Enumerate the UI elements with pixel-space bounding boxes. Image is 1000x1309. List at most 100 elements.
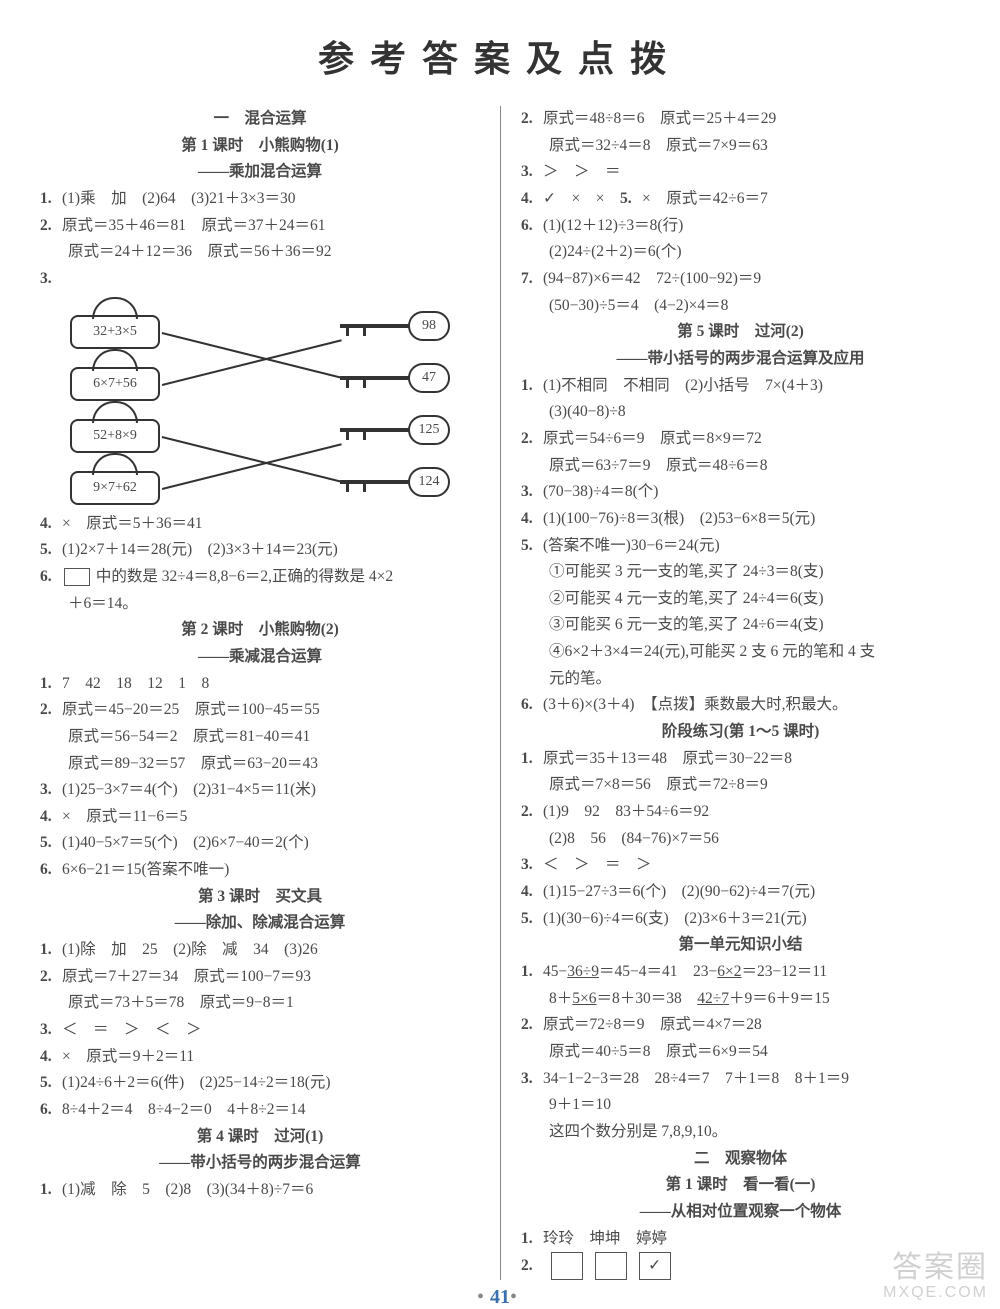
answer-line: (50−30)÷5＝4 (4−2)×4＝8 (521, 293, 960, 320)
lock-label: 32+3×5 (93, 324, 137, 339)
answer-line: (3)(40−8)÷8 (521, 399, 960, 426)
text: ＜ ＝ ＞ ＜ ＞ (62, 1021, 202, 1038)
answer-line: 5.(1)40−5×7＝5(个) (2)6×7−40＝2(个) (40, 830, 480, 857)
text: 原式＝35＋13＝48 原式＝30−22＝8 (543, 750, 792, 767)
left-column: 一 混合运算 第 1 课时 小熊购物(1) ——乘加混合运算 1.(1)乘 加 … (40, 106, 500, 1280)
text: (1)15−27÷3＝6(个) (2)(90−62)÷4＝7(元) (543, 883, 815, 900)
text: ＞ ＞ ＝ (543, 163, 621, 180)
text: 原式＝35＋46＝81 原式＝37＋24＝61 (62, 217, 326, 234)
key: 98 (340, 311, 450, 341)
text: ＝8＋30＝38 (597, 990, 698, 1007)
unit-heading: 一 混合运算 (40, 106, 480, 133)
page-number: •41• (40, 1286, 960, 1309)
text: (3＋6)×(3＋4) 【点拨】乘数最大时,积最大。 (543, 696, 848, 713)
key-teeth-icon (346, 328, 366, 336)
text: (1)40−5×7＝5(个) (2)6×7−40＝2(个) (62, 834, 309, 851)
answer-line: 4.(1)(100−76)÷8＝3(根) (2)53−6×8＝5(元) (521, 506, 960, 533)
text: × 原式＝9＋2＝11 (62, 1048, 194, 1065)
lesson-heading: 第 2 课时 小熊购物(2) (40, 617, 480, 644)
underlined: 6×2 (717, 963, 741, 980)
underlined: 42÷7 (697, 990, 729, 1007)
unit-heading: 二 观察物体 (521, 1146, 960, 1173)
text: 中的数是 32÷4＝8,8−6＝2,正确的得数是 4×2 (92, 568, 393, 585)
text: × 原式＝5＋36＝41 (62, 515, 203, 532)
text: (1)不相同 不相同 (2)小括号 7×(4＋3) (543, 377, 823, 394)
text: ＋9＝6＋9＝15 (729, 990, 830, 1007)
lock-label: 9×7+62 (93, 480, 137, 495)
match-line (162, 436, 342, 482)
answer-line: 6.(1)(12＋12)÷3＝8(行) (521, 213, 960, 240)
answer-line: 原式＝56−54＝2 原式＝81−40＝41 (40, 724, 480, 751)
lock-label: 52+8×9 (93, 428, 137, 443)
text: (70−38)÷4＝8(个) (543, 483, 658, 500)
match-line (162, 339, 342, 385)
answer-line: 原式＝7×8＝56 原式＝72÷8＝9 (521, 772, 960, 799)
answer-line: 1.45−36÷9＝45−4＝41 23−6×2＝23−12＝11 (521, 959, 960, 986)
answer-line: 3.(1)25−3×7＝4(个) (2)31−4×5＝11(米) (40, 777, 480, 804)
checkbox-empty (551, 1252, 583, 1280)
answer-line: 1.原式＝35＋13＝48 原式＝30−22＝8 (521, 746, 960, 773)
lock: 9×7+62 (70, 471, 160, 505)
key: 47 (340, 363, 450, 393)
watermark-line2: MXQE.COM (883, 1284, 988, 1302)
answer-line: 5.(1)24÷6＋2＝6(件) (2)25−14÷2＝18(元) (40, 1070, 480, 1097)
answer-line: 原式＝24＋12＝36 原式＝56＋36＝92 (40, 239, 480, 266)
answer-line: ＋6＝14。 (40, 591, 480, 618)
right-column: 2.原式＝48÷8＝6 原式＝25＋4＝29 原式＝32÷4＝8 原式＝7×9＝… (500, 106, 960, 1280)
lock: 32+3×5 (70, 315, 160, 349)
answer-line: 3.34−1−2−3＝28 28÷4＝7 7＋1＝8 8＋1＝9 (521, 1066, 960, 1093)
text: 原式＝72÷8＝9 原式＝4×7＝28 (543, 1016, 762, 1033)
text: 原式＝48÷8＝6 原式＝25＋4＝29 (543, 110, 776, 127)
text: (1)25−3×7＝4(个) (2)31−4×5＝11(米) (62, 781, 316, 798)
answer-line: 8＋5×6＝8＋30＝38 42÷7＋9＝6＋9＝15 (521, 986, 960, 1013)
text: 8＋ (549, 990, 572, 1007)
match-line (162, 443, 342, 489)
answer-line: 5.(1)2×7＋14＝28(元) (2)3×3＋14＝23(元) (40, 537, 480, 564)
lesson-heading: 第 1 课时 小熊购物(1) (40, 133, 480, 160)
key: 125 (340, 415, 450, 445)
text: 原式＝54÷6＝9 原式＝8×9＝72 (543, 430, 762, 447)
answer-line: 4.✓ × × 5.× 原式＝42÷6＝7 (521, 186, 960, 213)
answer-line: 3.＜ ＞ ＝ ＞ (521, 852, 960, 879)
lock: 6×7+56 (70, 367, 160, 401)
lock: 52+8×9 (70, 419, 160, 453)
answer-line: 2.(1)9 92 83＋54÷6＝92 (521, 799, 960, 826)
lesson-heading: 第 1 课时 看一看(一) (521, 1172, 960, 1199)
text: (1)乘 加 (2)64 (3)21＋3×3＝30 (62, 190, 295, 207)
text: 原式＝45−20＝25 原式＝100−45＝55 (62, 701, 320, 718)
answer-line: 原式＝63÷7＝9 原式＝48÷6＝8 (521, 453, 960, 480)
answer-line: ④6×2＋3×4＝24(元),可能买 2 支 6 元的笔和 4 支 (521, 639, 960, 666)
lesson-subheading: ——从相对位置观察一个物体 (521, 1199, 960, 1226)
matching-diagram: 32+3×5 6×7+56 52+8×9 9×7+62 98 47 125 12… (70, 297, 450, 507)
answer-line: (2)8 56 (84−76)×7＝56 (521, 826, 960, 853)
text: ＝45−4＝41 23− (599, 963, 717, 980)
checkbox-empty (595, 1252, 627, 1280)
answer-line: 原式＝73＋5＝78 原式＝9−8＝1 (40, 990, 480, 1017)
shackle-icon (92, 453, 138, 475)
key-label: 47 (408, 363, 450, 393)
two-column-layout: 一 混合运算 第 1 课时 小熊购物(1) ——乘加混合运算 1.(1)乘 加 … (40, 106, 960, 1280)
answer-line: 1.(1)除 加 25 (2)除 减 34 (3)26 (40, 937, 480, 964)
answer-line: ②可能买 4 元一支的笔,买了 24÷4＝6(支) (521, 586, 960, 613)
text: ＝23−12＝11 (742, 963, 828, 980)
lesson-subheading: ——带小括号的两步混合运算及应用 (521, 346, 960, 373)
text: (1)9 92 83＋54÷6＝92 (543, 803, 709, 820)
text: (1)除 加 25 (2)除 减 34 (3)26 (62, 941, 318, 958)
lesson-subheading: ——乘加混合运算 (40, 159, 480, 186)
text: 7 42 18 12 1 8 (62, 675, 209, 692)
answer-line: (2)24÷(2＋2)＝6(个) (521, 239, 960, 266)
lesson-subheading: ——除加、除减混合运算 (40, 910, 480, 937)
page-title: 参考答案及点拨 (40, 30, 960, 82)
answer-line: 3.＞ ＞ ＝ (521, 159, 960, 186)
key: 124 (340, 467, 450, 497)
answer-line: 2.原式＝45−20＝25 原式＝100−45＝55 (40, 697, 480, 724)
text: ＜ ＞ ＝ ＞ (543, 856, 652, 873)
text: × 原式＝11−6＝5 (62, 808, 187, 825)
key-label: 98 (408, 311, 450, 341)
shackle-icon (92, 401, 138, 423)
answer-line: 2.原式＝48÷8＝6 原式＝25＋4＝29 (521, 106, 960, 133)
text: ✓ × × (543, 190, 604, 207)
answer-line: 3.(70−38)÷4＝8(个) (521, 479, 960, 506)
answer-line: 原式＝32÷4＝8 原式＝7×9＝63 (521, 133, 960, 160)
lesson-heading: 第 5 课时 过河(2) (521, 319, 960, 346)
